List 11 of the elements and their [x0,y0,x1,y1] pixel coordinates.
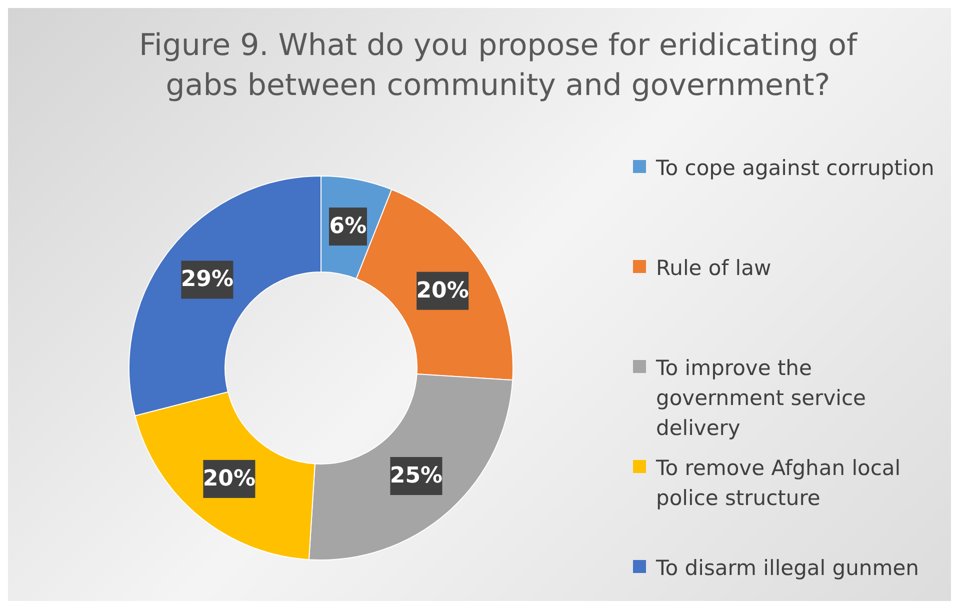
chart-title: Figure 9. What do you propose for eridicating of gabs between community and government? [138,27,859,105]
data-label: 29% [180,267,234,292]
legend-label: To improve the government service delivery [656,355,867,442]
legend-label: To cope against corruption [656,155,934,182]
legend-label: Rule of law [656,255,772,282]
data-label: 20% [202,466,256,492]
data-label: 6% [329,214,367,240]
legend-label: To remove Afghan local police structure [656,455,902,512]
data-label: 25% [390,464,443,489]
legend-label: To disarm illegal gunmen [656,555,919,582]
data-label: 20% [416,278,469,304]
